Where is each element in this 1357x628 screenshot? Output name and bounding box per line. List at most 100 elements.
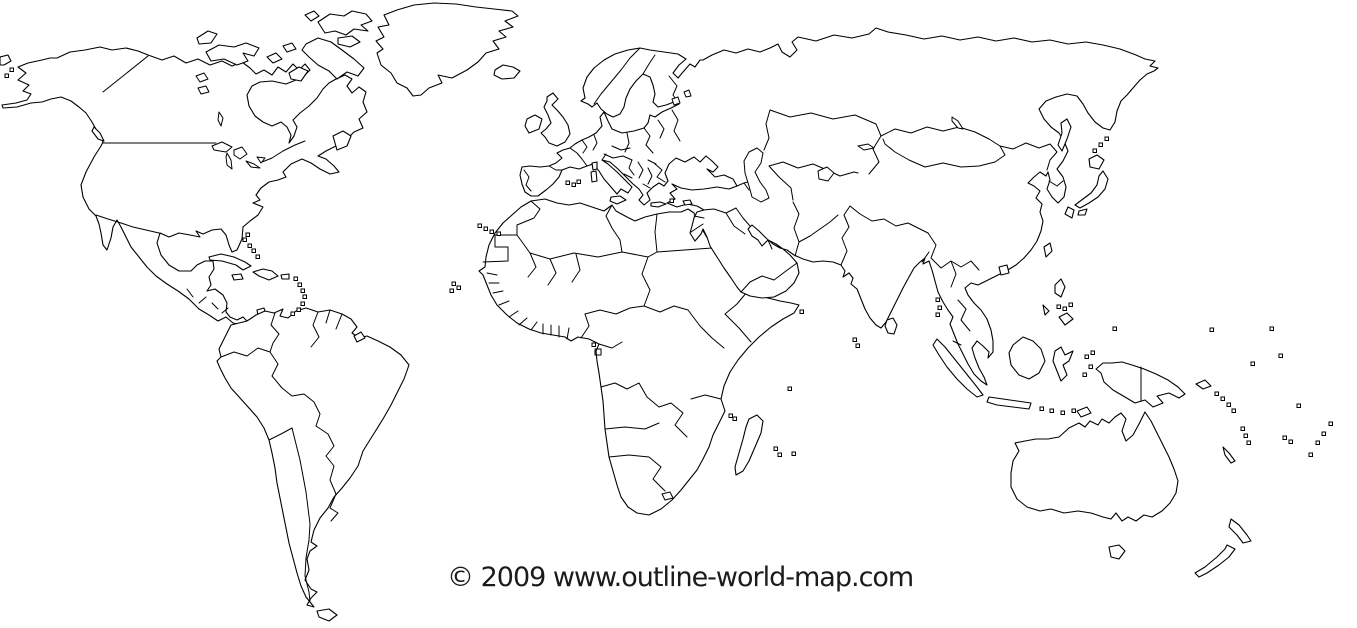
island-dot bbox=[449, 288, 454, 293]
island-dot bbox=[1104, 136, 1109, 141]
usa-mexico-border bbox=[95, 214, 160, 234]
eurasia-mainland-outline bbox=[519, 27, 1159, 386]
iceland bbox=[493, 64, 521, 80]
europe-east-borders bbox=[593, 47, 681, 154]
lesotho bbox=[661, 491, 674, 501]
corsica bbox=[591, 161, 598, 171]
newfoundland bbox=[332, 130, 352, 151]
new-caledonia bbox=[1222, 446, 1236, 464]
lake-winnipeg bbox=[217, 111, 224, 127]
africa-north-borders bbox=[482, 200, 713, 307]
island-dot bbox=[1082, 372, 1087, 377]
island-dot bbox=[1246, 440, 1251, 445]
new-zealand-south-island bbox=[1194, 544, 1236, 578]
island-dot bbox=[290, 311, 295, 316]
ellesmere-island bbox=[317, 10, 373, 36]
island-dot bbox=[937, 305, 942, 310]
island-dot bbox=[1220, 396, 1225, 401]
island-dot bbox=[1240, 426, 1245, 431]
island-dot bbox=[669, 198, 674, 203]
island-dot bbox=[1321, 431, 1326, 436]
borneo bbox=[1008, 336, 1046, 380]
shikoku bbox=[1077, 208, 1088, 216]
lake-ontario bbox=[256, 156, 266, 164]
lake-baikal bbox=[951, 116, 964, 130]
island-dot bbox=[1328, 421, 1333, 426]
island-dot bbox=[773, 446, 778, 451]
kyushu bbox=[1064, 206, 1075, 219]
eurasia bbox=[493, 27, 1159, 418]
great-slave-lake bbox=[197, 85, 210, 95]
indochina-borders bbox=[927, 232, 980, 346]
baffin-island bbox=[301, 37, 365, 80]
palawan bbox=[1042, 304, 1050, 316]
island-dot bbox=[935, 312, 940, 317]
oceania bbox=[1010, 361, 1252, 578]
island-dot bbox=[1062, 306, 1067, 311]
timor bbox=[1076, 406, 1092, 418]
lake-ladoga bbox=[671, 96, 681, 106]
southampton-island bbox=[288, 66, 309, 82]
south-america-borders bbox=[220, 309, 343, 603]
sicily bbox=[609, 195, 627, 205]
hokkaido bbox=[1088, 154, 1105, 170]
lake-michigan bbox=[225, 152, 233, 170]
africa-central-borders bbox=[598, 341, 688, 438]
lake-erie bbox=[245, 160, 261, 169]
north-america bbox=[0, 2, 519, 326]
island-dot bbox=[732, 416, 737, 421]
island-dot bbox=[477, 223, 482, 228]
lake-huron bbox=[233, 146, 248, 160]
island-dot bbox=[1049, 408, 1054, 413]
great-britain bbox=[540, 92, 571, 147]
java bbox=[986, 396, 1032, 410]
devon-island bbox=[337, 35, 361, 48]
tasmania bbox=[1108, 544, 1126, 560]
new-zealand-north-island bbox=[1228, 518, 1252, 544]
island-dot bbox=[576, 179, 581, 184]
island-dot bbox=[855, 343, 860, 348]
island-dot bbox=[1296, 403, 1301, 408]
africa-outline bbox=[478, 198, 800, 516]
island-dot bbox=[1098, 142, 1103, 147]
siberia-edge-fragment bbox=[0, 54, 12, 66]
taiwan bbox=[1043, 242, 1053, 258]
cyprus bbox=[682, 199, 693, 206]
mindanao bbox=[1058, 312, 1074, 326]
great-bear-lake bbox=[195, 72, 209, 83]
island-dot bbox=[245, 232, 250, 237]
island-dot bbox=[247, 243, 252, 248]
island-dot bbox=[1039, 406, 1044, 411]
island-dot bbox=[1071, 408, 1076, 413]
island-dot bbox=[293, 276, 298, 281]
himalaya-borders bbox=[849, 205, 930, 263]
caspian-sea bbox=[743, 147, 770, 203]
lake-superior bbox=[211, 141, 233, 153]
sakhalin bbox=[1057, 118, 1072, 152]
banks-island bbox=[196, 30, 218, 45]
island-dot bbox=[1060, 410, 1065, 415]
island-dot bbox=[1278, 353, 1283, 358]
island-dot bbox=[296, 307, 301, 312]
island-dot bbox=[852, 337, 857, 342]
island-dot bbox=[1288, 439, 1293, 444]
island-dot bbox=[565, 180, 570, 185]
crete bbox=[650, 201, 667, 208]
island-dot bbox=[1056, 304, 1061, 309]
island-dot bbox=[255, 254, 260, 259]
island-dot bbox=[300, 288, 305, 293]
australia bbox=[1010, 411, 1179, 522]
island-dot bbox=[1214, 391, 1219, 396]
mongolia-border bbox=[880, 126, 1006, 168]
luzon bbox=[1054, 278, 1066, 298]
aral-sea bbox=[817, 166, 835, 182]
jamaica bbox=[231, 273, 244, 281]
tierra-del-fuego bbox=[316, 608, 338, 622]
island-dot bbox=[483, 226, 488, 231]
iran-pakistan-borders bbox=[792, 201, 851, 266]
korea-dmz bbox=[1048, 180, 1064, 187]
island-dot bbox=[1243, 433, 1248, 438]
island-dot bbox=[451, 281, 456, 286]
